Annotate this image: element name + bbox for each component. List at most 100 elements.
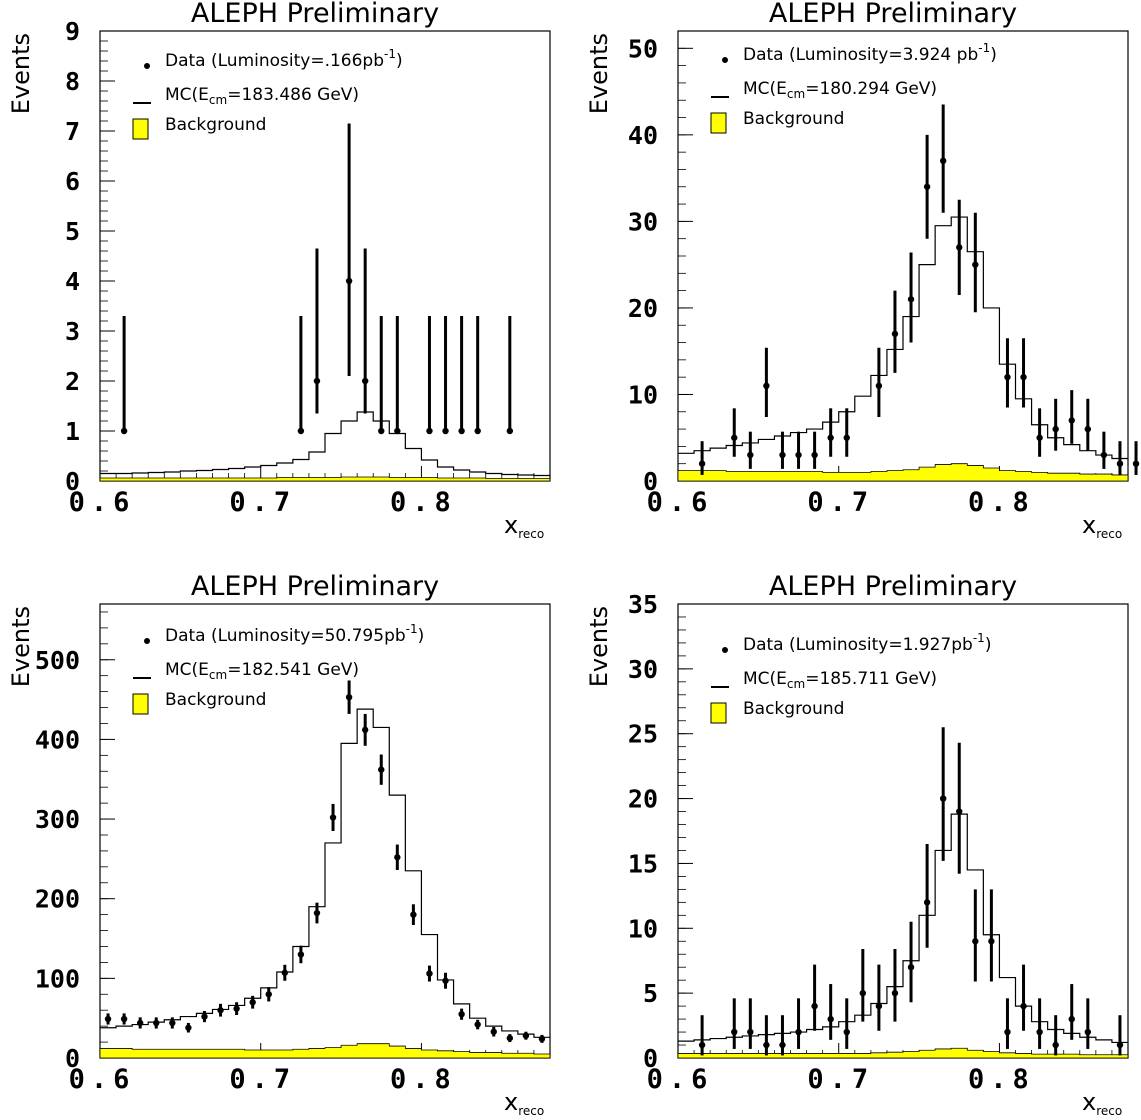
data-point <box>747 1028 754 1036</box>
legend-data-label: Data (Luminosity=3.924 pb-1) <box>743 41 997 65</box>
data-point <box>1116 460 1124 467</box>
data-point <box>329 814 337 821</box>
data-point <box>1036 434 1043 441</box>
data-point <box>1068 417 1075 424</box>
chart-title: ALEPH Preliminary <box>769 571 1017 602</box>
y-tick-label: 100 <box>35 964 80 993</box>
data-point <box>1084 1028 1092 1036</box>
data-point <box>731 1028 738 1036</box>
data-point <box>297 951 305 958</box>
data-point <box>875 1002 883 1010</box>
data-point <box>907 964 915 971</box>
data-point <box>442 427 449 435</box>
data-point <box>1020 1002 1027 1010</box>
data-point <box>1052 425 1059 433</box>
data-point <box>731 434 738 441</box>
data-point <box>394 427 401 435</box>
x-tick-label: 0.8 <box>968 1064 1035 1095</box>
data-point <box>265 991 272 998</box>
data-point <box>811 1002 818 1010</box>
y-tick-label: 10 <box>628 380 658 409</box>
y-tick-label: 1 <box>65 417 80 446</box>
background-histogram <box>99 476 551 482</box>
data-point <box>698 460 706 467</box>
y-tick-label: 7 <box>65 117 80 146</box>
data-point <box>345 277 353 285</box>
mc-histogram <box>678 813 1128 1044</box>
data-point <box>297 427 305 435</box>
mc-histogram <box>678 216 1128 460</box>
panel-top-right: ALEPH Preliminary Events xreco 0 10 20 30 40 50 0… <box>585 0 1140 541</box>
data-point <box>1132 460 1140 467</box>
legend-background-swatch <box>710 112 727 134</box>
legend-data-marker <box>722 57 728 63</box>
y-tick-label: 10 <box>628 914 658 943</box>
y-tick-label: 25 <box>628 720 658 749</box>
legend-data-label: Data (Luminosity=50.795pb-1) <box>165 622 424 646</box>
data-point <box>875 382 883 390</box>
mc-histogram <box>100 411 550 477</box>
data-point <box>104 1015 112 1023</box>
x-tick-label: 0.7 <box>807 487 874 518</box>
data-point <box>923 899 931 906</box>
data-point <box>763 382 770 390</box>
data-point <box>378 427 385 435</box>
y-tick-label: 50 <box>628 34 658 63</box>
chart-title: ALEPH Preliminary <box>769 0 1017 29</box>
x-axis-label: xreco <box>504 1088 544 1118</box>
data-point <box>1004 373 1011 381</box>
y-tick-label: 9 <box>65 17 80 46</box>
y-tick-label: 4 <box>65 267 80 296</box>
x-tick-label: 0.7 <box>229 487 296 518</box>
y-tick-label: 40 <box>628 121 658 150</box>
data-point <box>939 795 947 802</box>
data-point <box>891 330 899 338</box>
background-histogram <box>677 1047 1129 1059</box>
y-tick-label: 30 <box>628 207 658 236</box>
y-tick-label: 3 <box>65 317 80 346</box>
data-point <box>394 854 401 861</box>
y-tick-label: 35 <box>628 590 658 619</box>
data-point <box>169 1019 176 1027</box>
mc-histogram <box>100 708 550 1038</box>
data-point <box>843 434 850 441</box>
x-axis-label: xreco <box>1082 511 1122 541</box>
data-point <box>988 938 995 945</box>
data-point <box>506 1034 514 1042</box>
chart-title: ALEPH Preliminary <box>191 0 439 29</box>
data-point <box>522 1032 530 1039</box>
y-tick-label: 0 <box>643 467 658 496</box>
data-point <box>747 451 754 459</box>
data-point <box>410 911 417 918</box>
data-point <box>233 1005 240 1012</box>
data-point <box>795 1028 802 1036</box>
legend-background-label: Background <box>165 690 266 710</box>
data-point <box>185 1024 192 1031</box>
data-point <box>698 1041 706 1049</box>
data-point <box>249 999 256 1006</box>
legend-data-marker <box>144 63 150 69</box>
data-point <box>795 451 802 459</box>
x-tick-label: 0.8 <box>390 1064 457 1095</box>
legend-background-swatch <box>132 118 149 140</box>
legend-mc-label: MC(Ecm=180.294 GeV) <box>743 79 937 101</box>
legend-background-label: Background <box>743 109 844 129</box>
data-point <box>474 427 481 435</box>
x-tick-label: 0.6 <box>69 1064 136 1095</box>
data-point <box>378 766 385 773</box>
y-tick-label: 20 <box>628 785 658 814</box>
y-tick-label: 500 <box>35 646 80 675</box>
legend-background-label: Background <box>165 115 266 135</box>
data-point <box>956 244 963 251</box>
y-tick-label: 5 <box>643 979 658 1008</box>
x-axis-label: xreco <box>1082 1088 1122 1118</box>
x-tick-label: 0.6 <box>647 1064 714 1095</box>
data-point <box>538 1035 546 1043</box>
data-point <box>956 808 963 815</box>
data-point <box>827 1015 834 1023</box>
legend-data-label: Data (Luminosity=1.927pb-1) <box>743 631 991 655</box>
x-tick-label: 0.8 <box>968 487 1035 518</box>
data-point <box>490 1028 497 1035</box>
data-point <box>1036 1028 1043 1036</box>
background-histogram <box>99 1043 551 1059</box>
